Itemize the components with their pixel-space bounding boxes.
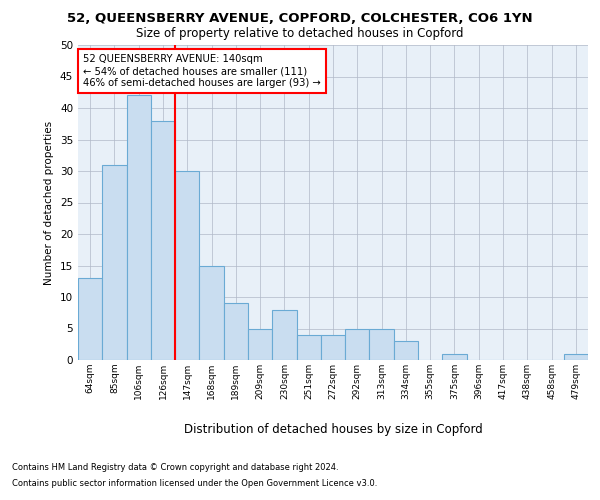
Bar <box>102 164 127 360</box>
Bar <box>321 335 345 360</box>
Text: 52 QUEENSBERRY AVENUE: 140sqm
← 54% of detached houses are smaller (111)
46% of : 52 QUEENSBERRY AVENUE: 140sqm ← 54% of d… <box>83 54 321 88</box>
Bar <box>272 310 296 360</box>
Bar <box>175 171 199 360</box>
Bar <box>248 328 272 360</box>
Bar <box>564 354 588 360</box>
Bar <box>224 304 248 360</box>
Text: Contains public sector information licensed under the Open Government Licence v3: Contains public sector information licen… <box>12 478 377 488</box>
Bar <box>442 354 467 360</box>
Bar <box>370 328 394 360</box>
Text: Distribution of detached houses by size in Copford: Distribution of detached houses by size … <box>184 422 482 436</box>
Bar <box>151 120 175 360</box>
Bar <box>199 266 224 360</box>
Bar <box>296 335 321 360</box>
Text: Contains HM Land Registry data © Crown copyright and database right 2024.: Contains HM Land Registry data © Crown c… <box>12 464 338 472</box>
Text: 52, QUEENSBERRY AVENUE, COPFORD, COLCHESTER, CO6 1YN: 52, QUEENSBERRY AVENUE, COPFORD, COLCHES… <box>67 12 533 26</box>
Text: Size of property relative to detached houses in Copford: Size of property relative to detached ho… <box>136 28 464 40</box>
Bar <box>78 278 102 360</box>
Bar <box>127 96 151 360</box>
Y-axis label: Number of detached properties: Number of detached properties <box>44 120 55 284</box>
Bar <box>345 328 370 360</box>
Bar <box>394 341 418 360</box>
